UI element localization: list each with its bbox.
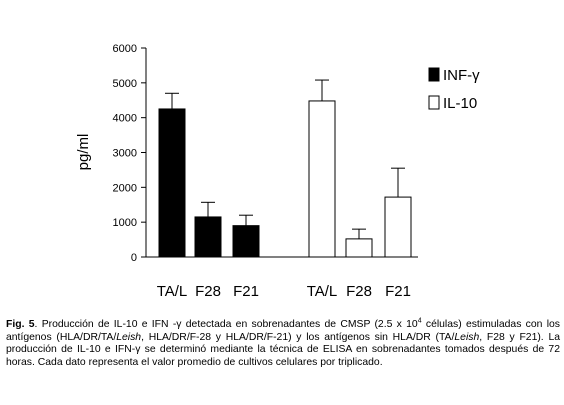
caption-text: . Producción de IL-10 e IFN - bbox=[34, 319, 177, 330]
x-category-label: F28 bbox=[195, 283, 221, 300]
caption-text: detectada en sobrenadantes de CMSP (2.5 … bbox=[181, 319, 418, 330]
caption-italic: Leish bbox=[454, 331, 480, 343]
caption-exponent: 4 bbox=[417, 317, 422, 325]
x-category-label: F21 bbox=[385, 283, 411, 300]
y-axis-label: pg/ml bbox=[75, 134, 92, 171]
x-category-label: TA/L bbox=[307, 283, 338, 300]
caption-gamma: γ bbox=[176, 319, 182, 330]
bar bbox=[194, 216, 222, 258]
legend-label: INF-γ bbox=[443, 67, 480, 84]
figure-caption: Fig. 5. Producción de IL-10 e IFN -γ det… bbox=[6, 317, 560, 369]
bar bbox=[308, 100, 336, 258]
bar bbox=[158, 108, 186, 258]
legend-swatch bbox=[428, 67, 440, 82]
bar-chart: 0 1000 2000 3000 4000 5000 6000 pg/ml TA/L F28 F21… bbox=[75, 43, 480, 300]
y-tick-label: 2000 bbox=[113, 182, 137, 194]
chart-figure: 0 1000 2000 3000 4000 5000 6000 pg/ml TA/L F28 F21… bbox=[75, 43, 480, 300]
x-category-label: F21 bbox=[233, 283, 259, 300]
y-tick-label: 4000 bbox=[113, 113, 137, 125]
bar bbox=[232, 225, 260, 258]
caption-italic: Leish bbox=[116, 331, 142, 343]
caption-gamma: γ bbox=[135, 344, 141, 356]
x-category-label: TA/L bbox=[157, 283, 188, 300]
bar bbox=[384, 196, 412, 258]
caption-text: , F28 y F21). La producción de IL-10 e I… bbox=[6, 331, 560, 356]
x-category-label: F28 bbox=[346, 283, 372, 300]
legend-swatch bbox=[428, 95, 440, 110]
caption-text: se determinó mediante la técnica de ELIS… bbox=[6, 344, 560, 368]
y-tick-label: 5000 bbox=[113, 78, 137, 90]
bar bbox=[345, 238, 373, 258]
legend-label: IL-10 bbox=[443, 95, 477, 112]
y-tick-label: 6000 bbox=[113, 43, 137, 55]
y-tick-label: 3000 bbox=[113, 148, 137, 160]
y-tick-label: 1000 bbox=[113, 217, 137, 229]
y-tick-label: 0 bbox=[131, 252, 137, 264]
caption-text: , HLA/DR/F-28 y HLA/DR/F-21) y los antíg… bbox=[141, 331, 455, 343]
caption-text: células) estimuladas con los antígenos (… bbox=[6, 319, 560, 343]
caption-fig-label: Fig. 5 bbox=[6, 319, 35, 330]
